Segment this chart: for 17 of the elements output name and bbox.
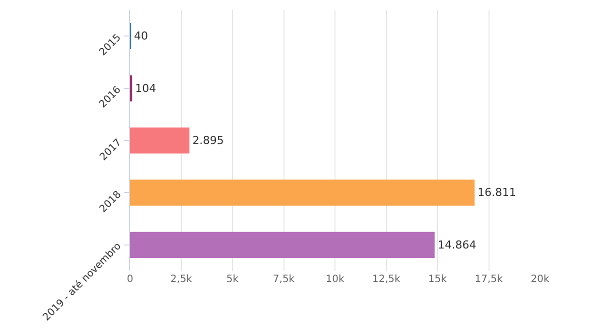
data-label: 40 — [134, 30, 148, 43]
data-label: 104 — [135, 82, 156, 95]
bar — [130, 127, 190, 154]
x-tick-label: 2,5k — [170, 274, 192, 285]
x-tick-label: 7,5k — [272, 274, 295, 285]
x-tick-label: 5k — [226, 274, 239, 285]
bar — [130, 232, 435, 258]
x-tick-label: 17,5k — [474, 274, 503, 285]
x-tick-label: 15k — [428, 274, 447, 285]
data-label: 14.864 — [438, 238, 476, 252]
data-label: 2.895 — [192, 134, 224, 147]
x-tick-label: 0 — [126, 274, 134, 285]
x-tick-label: 20k — [530, 274, 550, 285]
bar — [130, 180, 475, 206]
x-tick-label: 10k — [326, 274, 344, 285]
data-label: 16.811 — [478, 186, 516, 200]
x-tick-label: 12,5k — [372, 274, 400, 285]
